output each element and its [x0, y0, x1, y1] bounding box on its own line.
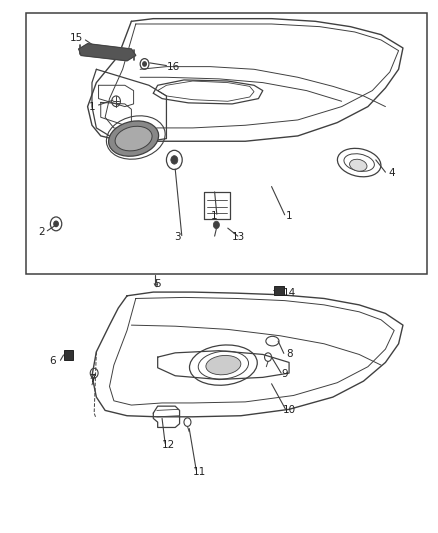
Ellipse shape — [206, 356, 241, 375]
Text: 15: 15 — [70, 34, 83, 43]
Text: 5: 5 — [154, 279, 161, 288]
Text: 14: 14 — [283, 288, 296, 298]
Ellipse shape — [115, 126, 152, 151]
Text: 9: 9 — [281, 369, 288, 379]
Text: 4: 4 — [389, 168, 396, 178]
Circle shape — [171, 156, 178, 164]
Text: 12: 12 — [162, 440, 175, 450]
Text: 1: 1 — [211, 211, 218, 221]
Ellipse shape — [109, 121, 159, 156]
Text: 8: 8 — [286, 350, 293, 359]
Circle shape — [54, 221, 58, 227]
Bar — [26, 13, 427, 274]
Text: 10: 10 — [283, 406, 296, 415]
Text: 7: 7 — [88, 375, 95, 384]
Text: 1: 1 — [286, 211, 293, 221]
Bar — [274, 286, 284, 295]
Ellipse shape — [350, 159, 367, 171]
Text: 13: 13 — [232, 232, 245, 242]
Text: 2: 2 — [38, 227, 45, 237]
Text: 1: 1 — [88, 102, 95, 111]
Text: 16: 16 — [166, 62, 180, 71]
Circle shape — [143, 62, 146, 66]
Circle shape — [213, 221, 219, 229]
Polygon shape — [79, 44, 136, 61]
Text: 3: 3 — [174, 232, 181, 242]
Bar — [64, 350, 73, 360]
Text: 11: 11 — [193, 467, 206, 477]
Text: 6: 6 — [49, 357, 56, 366]
